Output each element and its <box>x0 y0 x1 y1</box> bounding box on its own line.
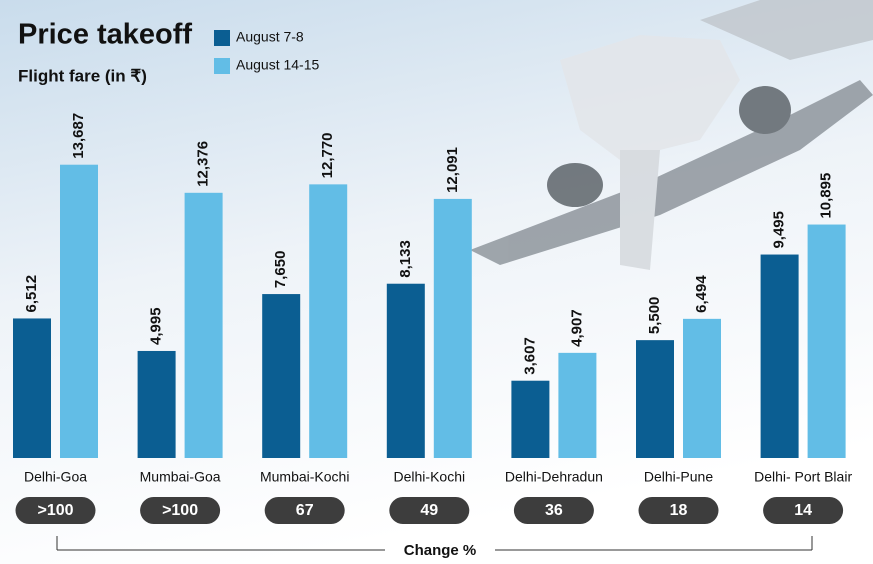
value-label: 4,907 <box>568 309 585 347</box>
chart-subtitle: Flight fare (in ₹) <box>18 66 147 85</box>
bar <box>60 165 98 458</box>
change-label: 18 <box>670 502 688 519</box>
bar <box>309 184 347 458</box>
bar <box>558 353 596 458</box>
x-tick-label: Mumbai-Goa <box>140 469 221 485</box>
bar <box>808 225 846 458</box>
bar <box>185 193 223 458</box>
x-tick-label: Delhi-Goa <box>24 469 87 485</box>
value-label: 3,607 <box>521 337 538 375</box>
bar <box>387 284 425 458</box>
value-label: 13,687 <box>70 113 87 159</box>
legend-label: August 7-8 <box>236 29 304 45</box>
value-label: 12,376 <box>195 141 212 187</box>
x-tick-label: Delhi- Port Blair <box>754 469 852 485</box>
value-label: 12,770 <box>319 132 336 178</box>
x-tick-label: Mumbai-Kochi <box>260 469 349 485</box>
bar <box>262 294 300 458</box>
value-label: 4,995 <box>148 307 165 345</box>
bar <box>138 351 176 458</box>
change-label: >100 <box>37 502 73 519</box>
change-label: 36 <box>545 502 563 519</box>
value-label: 9,495 <box>771 211 788 249</box>
bar <box>636 340 674 458</box>
bar <box>761 255 799 458</box>
bar <box>683 319 721 458</box>
x-tick-label: Delhi-Kochi <box>394 469 466 485</box>
chart-title: Price takeoff <box>18 19 192 51</box>
change-label: 67 <box>296 502 314 519</box>
value-label: 5,500 <box>646 297 663 335</box>
x-tick-label: Delhi-Dehradun <box>505 469 603 485</box>
value-label: 6,512 <box>23 275 40 313</box>
change-title: Change % <box>404 542 477 559</box>
bar <box>13 318 51 458</box>
x-tick-label: Delhi-Pune <box>644 469 713 485</box>
value-label: 12,091 <box>444 147 461 193</box>
legend-swatch <box>214 58 230 74</box>
value-label: 7,650 <box>272 251 289 289</box>
legend-swatch <box>214 30 230 46</box>
change-label: >100 <box>162 502 198 519</box>
value-label: 6,494 <box>693 275 710 313</box>
chart: Price takeoff Flight fare (in ₹) August … <box>0 0 873 564</box>
legend-label: August 14-15 <box>236 57 319 73</box>
bar <box>511 381 549 458</box>
bar <box>434 199 472 458</box>
value-label: 10,895 <box>818 173 835 219</box>
change-label: 14 <box>794 502 812 519</box>
value-label: 8,133 <box>397 240 414 278</box>
change-label: 49 <box>420 502 438 519</box>
